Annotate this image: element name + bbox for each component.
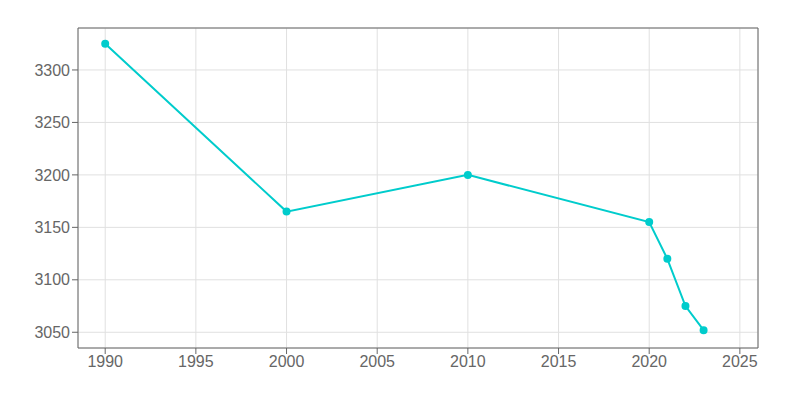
svg-text:2015: 2015 [541,353,577,370]
svg-text:3150: 3150 [34,219,70,236]
svg-text:3050: 3050 [34,324,70,341]
svg-text:3100: 3100 [34,271,70,288]
svg-text:2010: 2010 [450,353,486,370]
svg-text:3200: 3200 [34,167,70,184]
svg-text:2020: 2020 [631,353,667,370]
svg-text:2025: 2025 [722,353,758,370]
svg-text:1990: 1990 [87,353,123,370]
svg-text:3250: 3250 [34,114,70,131]
svg-text:3300: 3300 [34,62,70,79]
svg-text:1995: 1995 [178,353,214,370]
svg-text:2005: 2005 [359,353,395,370]
svg-text:2000: 2000 [269,353,305,370]
